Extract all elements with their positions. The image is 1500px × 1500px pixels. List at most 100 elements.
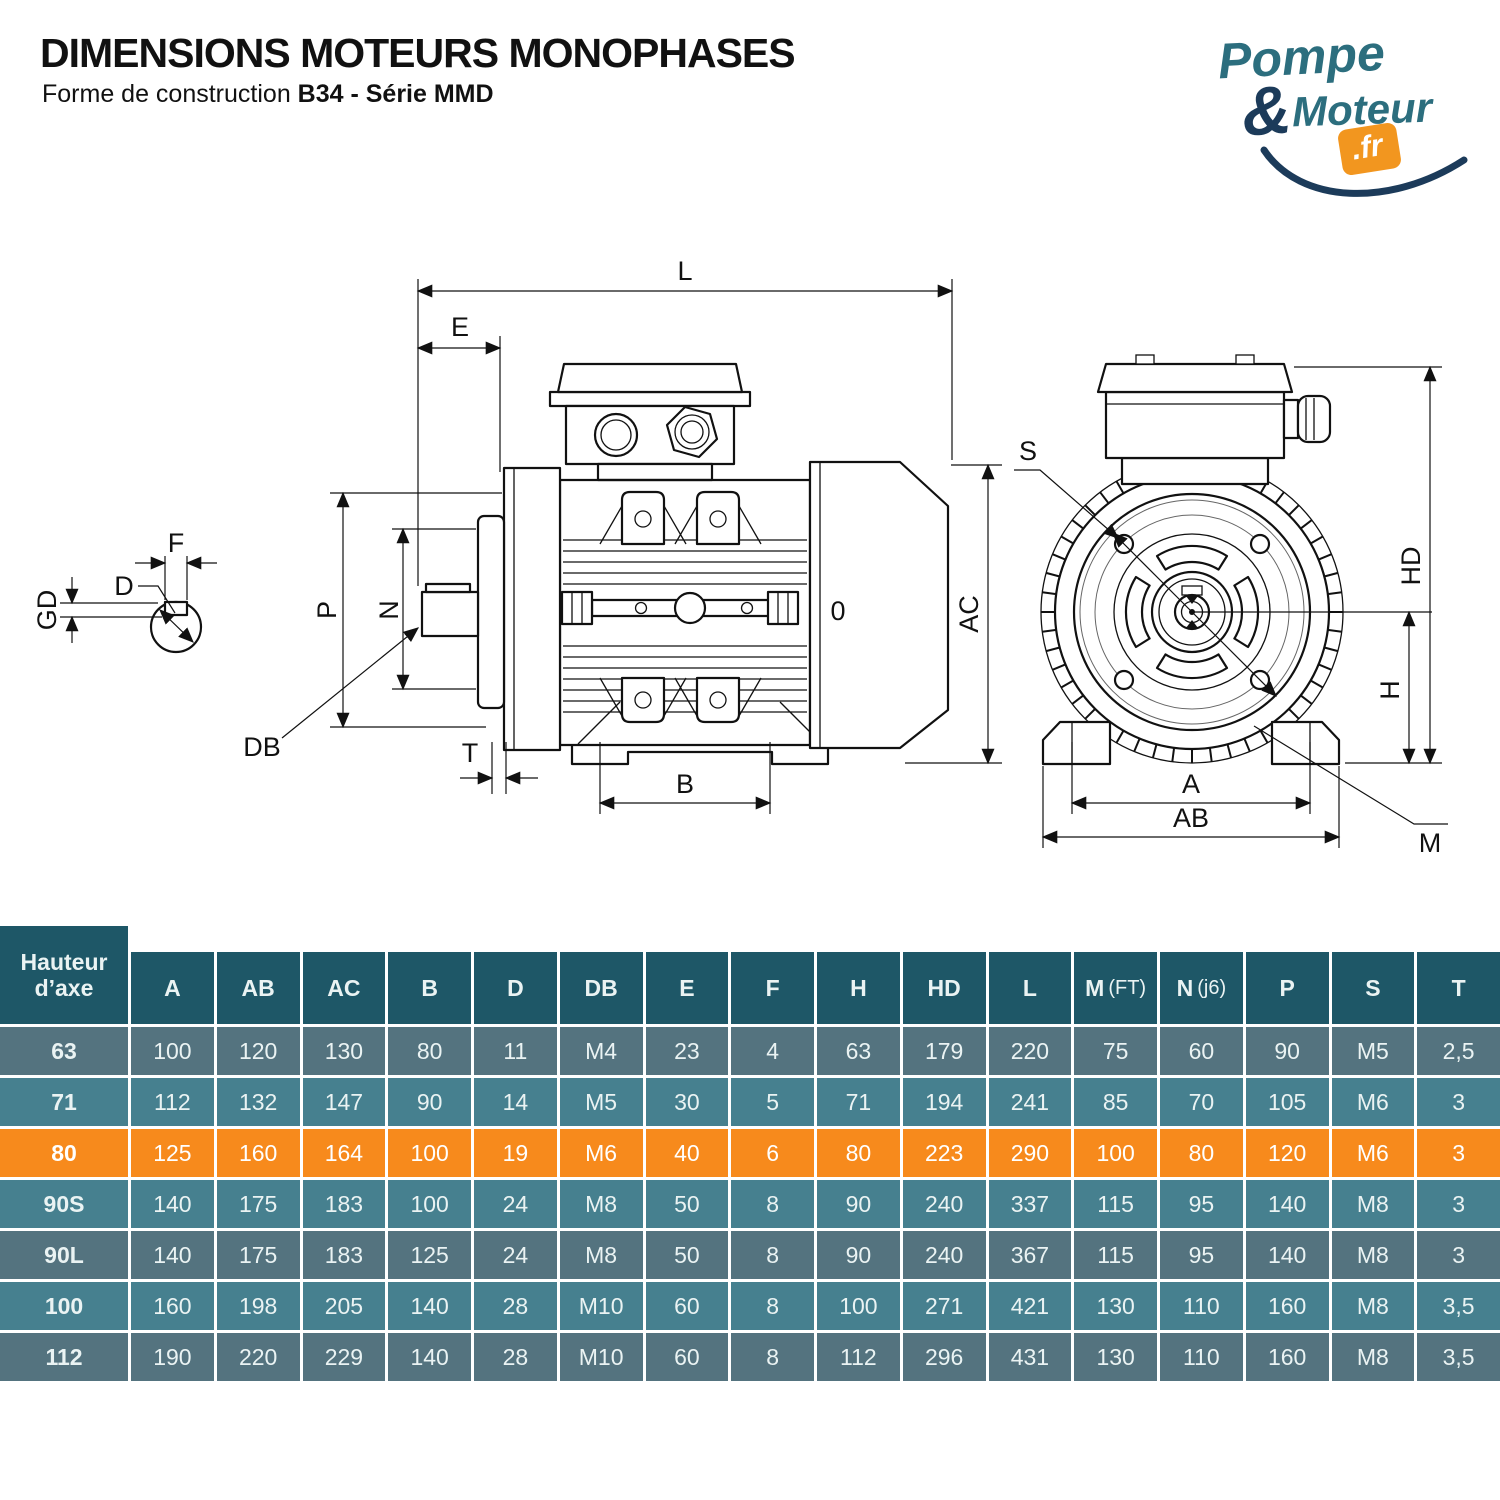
table-cell: 132 bbox=[216, 1078, 300, 1126]
table-cell: 220 bbox=[988, 1027, 1072, 1075]
table-cell: M10 bbox=[559, 1282, 643, 1330]
table-cell: M8 bbox=[1331, 1282, 1415, 1330]
table-cell: 125 bbox=[131, 1129, 214, 1177]
table-cell: 220 bbox=[216, 1333, 300, 1381]
table-cell: M8 bbox=[1331, 1333, 1415, 1381]
col-header: N (j6) bbox=[1160, 952, 1243, 1024]
dim-label-L: L bbox=[677, 256, 692, 286]
table-cell: 241 bbox=[988, 1078, 1072, 1126]
table-cell: 160 bbox=[1245, 1282, 1329, 1330]
table-cell: 4 bbox=[731, 1027, 814, 1075]
table-cell: 105 bbox=[1245, 1078, 1329, 1126]
table-cell: 80 bbox=[817, 1129, 900, 1177]
front-view-drawing: S HD H A AB M bbox=[1014, 354, 1448, 858]
table-cell: 80 bbox=[1160, 1129, 1243, 1177]
dim-label-T: T bbox=[462, 738, 479, 768]
logo-fr-badge: .fr bbox=[1336, 121, 1403, 177]
table-cell: 3 bbox=[1417, 1231, 1500, 1279]
table-cell: 205 bbox=[302, 1282, 386, 1330]
table-cell: 24 bbox=[474, 1231, 557, 1279]
table-cell: 8 bbox=[731, 1231, 814, 1279]
table-cell: 100 bbox=[388, 1180, 471, 1228]
page-title: DIMENSIONS MOTEURS MONOPHASES bbox=[40, 30, 796, 76]
table-cell: 50 bbox=[645, 1231, 729, 1279]
table-cell: 14 bbox=[474, 1078, 557, 1126]
table-cell: M6 bbox=[559, 1129, 643, 1177]
table-cell: 3 bbox=[1417, 1078, 1500, 1126]
col-header: E bbox=[645, 952, 729, 1024]
col-header: L bbox=[988, 952, 1072, 1024]
table-cell: 28 bbox=[474, 1333, 557, 1381]
table-cell: 140 bbox=[1245, 1180, 1329, 1228]
table-cell: 63 bbox=[817, 1027, 900, 1075]
dim-label-S: S bbox=[1019, 436, 1037, 466]
table-cell: 112 bbox=[131, 1078, 214, 1126]
table-cell: 100 bbox=[817, 1282, 900, 1330]
table-cell: 85 bbox=[1074, 1078, 1157, 1126]
table-cell: 130 bbox=[1074, 1282, 1157, 1330]
table-cell: 95 bbox=[1160, 1180, 1243, 1228]
table-cell: 271 bbox=[902, 1282, 986, 1330]
table-cell: 90 bbox=[817, 1231, 900, 1279]
row-label: 100 bbox=[0, 1282, 128, 1330]
table-cell: M5 bbox=[559, 1078, 643, 1126]
table-cell: 90 bbox=[1245, 1027, 1329, 1075]
table-cell: 240 bbox=[902, 1231, 986, 1279]
table-cell: M6 bbox=[1331, 1078, 1415, 1126]
row-label: 71 bbox=[0, 1078, 128, 1126]
table-cell: 115 bbox=[1074, 1231, 1157, 1279]
table-cell: 140 bbox=[131, 1180, 214, 1228]
table-cell: 30 bbox=[645, 1078, 729, 1126]
dim-label-F: F bbox=[168, 528, 185, 558]
table-cell: 110 bbox=[1160, 1282, 1243, 1330]
table-cell: M6 bbox=[1331, 1129, 1415, 1177]
table-cell: 198 bbox=[216, 1282, 300, 1330]
dim-label-A: A bbox=[1182, 769, 1200, 799]
dim-label-E: E bbox=[451, 312, 469, 342]
table-cell: 28 bbox=[474, 1282, 557, 1330]
col-header: M (FT) bbox=[1074, 952, 1157, 1024]
table-cell: 60 bbox=[1160, 1027, 1243, 1075]
subtitle-prefix: Forme de construction bbox=[42, 80, 298, 108]
table-cell: 95 bbox=[1160, 1231, 1243, 1279]
table-cell: 60 bbox=[645, 1282, 729, 1330]
table-cell: 100 bbox=[131, 1027, 214, 1075]
table-cell: 40 bbox=[645, 1129, 729, 1177]
page-subtitle: Forme de construction B34 - Série MMD bbox=[42, 80, 494, 109]
col-header: P bbox=[1245, 952, 1329, 1024]
dim-label-D: D bbox=[114, 571, 134, 601]
table-cell: 2,5 bbox=[1417, 1027, 1500, 1075]
col-header: AC bbox=[302, 952, 386, 1024]
table-cell: 130 bbox=[1074, 1333, 1157, 1381]
table-cell: 223 bbox=[902, 1129, 986, 1177]
side-view-drawing: L E bbox=[32, 256, 1002, 814]
table-cell: 8 bbox=[731, 1282, 814, 1330]
table-cell: 24 bbox=[474, 1180, 557, 1228]
dim-label-H: H bbox=[1375, 680, 1405, 700]
table-cell: 160 bbox=[131, 1282, 214, 1330]
table-cell: 3 bbox=[1417, 1180, 1500, 1228]
col-header: T bbox=[1417, 952, 1500, 1024]
row-label: 63 bbox=[0, 1027, 128, 1075]
col-header: S bbox=[1331, 952, 1415, 1024]
table-cell: M8 bbox=[559, 1231, 643, 1279]
dim-label-AC: AC bbox=[954, 595, 984, 633]
table-cell: 11 bbox=[474, 1027, 557, 1075]
dim-label-DB: DB bbox=[243, 732, 281, 762]
row-label: 80 bbox=[0, 1129, 128, 1177]
col-header: B bbox=[388, 952, 471, 1024]
subtitle-series: B34 - Série MMD bbox=[297, 80, 494, 108]
motor-dimension-drawings: L E bbox=[32, 256, 1448, 858]
table-cell: 175 bbox=[216, 1231, 300, 1279]
table-cell: 120 bbox=[216, 1027, 300, 1075]
table-cell: 125 bbox=[388, 1231, 471, 1279]
table-cell: 110 bbox=[1160, 1333, 1243, 1381]
dimensions-table: Hauteur d’axe A AB AC B D DB E F H HD L M (FT) N (j6) P S… bbox=[0, 926, 1500, 1381]
table-cell: 130 bbox=[302, 1027, 386, 1075]
dim-label-O: 0 bbox=[830, 596, 845, 626]
table-cell: M8 bbox=[1331, 1180, 1415, 1228]
table-cell: 240 bbox=[902, 1180, 986, 1228]
table-cell: 147 bbox=[302, 1078, 386, 1126]
row-label: 112 bbox=[0, 1333, 128, 1381]
col-header: D bbox=[474, 952, 557, 1024]
